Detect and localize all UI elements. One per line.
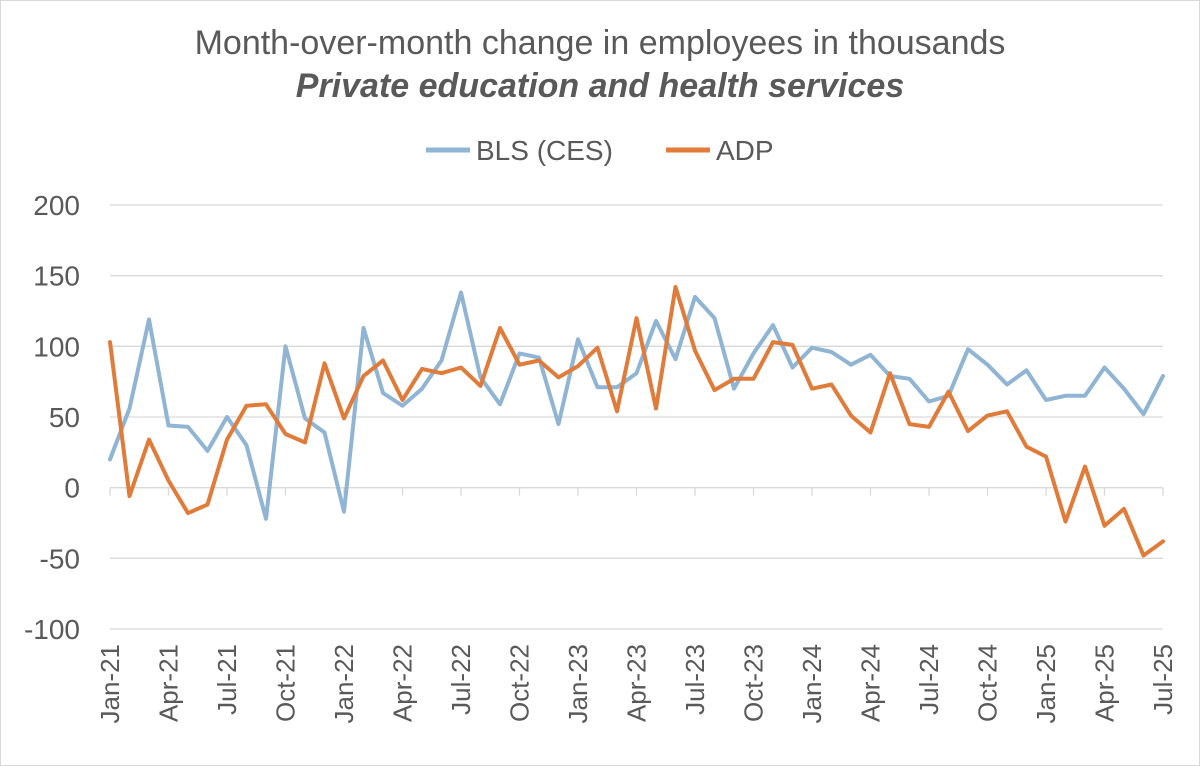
x-tick-label: Oct-24 (973, 644, 1003, 722)
x-tick-label: Oct-23 (739, 644, 769, 722)
x-tick-label: Jul-22 (446, 644, 476, 715)
x-tick-label: Jan-23 (563, 644, 593, 724)
x-axis (109, 487, 1164, 496)
chart-subtitle: Private education and health services (296, 67, 904, 105)
series-line-adp (108, 285, 1165, 558)
x-tick-label: Apr-22 (388, 644, 418, 722)
x-tick-label: Jan-25 (1031, 644, 1061, 724)
y-axis-ticks: -100 -50 0 50 100 150 200 (24, 190, 80, 645)
gridlines (110, 204, 1163, 630)
series-line-bls (108, 290, 1165, 521)
legend: BLS (CES) ADP (426, 135, 774, 166)
x-tick-label: Apr-21 (154, 644, 184, 722)
x-tick-label: Apr-24 (856, 644, 886, 722)
x-tick-label: Jul-24 (914, 644, 944, 715)
legend-label-adp: ADP (716, 135, 774, 166)
x-tick-label: Jul-25 (1148, 644, 1178, 715)
y-tick-label: 50 (49, 402, 80, 433)
x-tick-label: Jul-21 (212, 644, 242, 715)
x-tick-label: Oct-21 (271, 644, 301, 722)
y-tick-label: 100 (33, 331, 80, 362)
y-tick-label: -50 (40, 543, 80, 574)
y-tick-label: 150 (33, 261, 80, 292)
x-tick-label: Jul-23 (680, 644, 710, 715)
chart-title: Month-over-month change in employees in … (195, 24, 1006, 62)
y-tick-label: 200 (33, 190, 80, 221)
x-tick-label: Jan-22 (329, 644, 359, 724)
x-tick-label: Oct-22 (505, 644, 535, 722)
x-axis-ticks: Jan-21 Apr-21 Jul-21 Oct-21 Jan-22 Apr-22 Jul-… (95, 644, 1178, 724)
y-tick-label: -100 (24, 614, 80, 645)
series-lines (108, 285, 1165, 558)
x-tick-label: Jan-24 (797, 644, 827, 724)
x-tick-label: Apr-25 (1090, 644, 1120, 722)
y-tick-label: 0 (64, 473, 80, 504)
x-tick-label: Jan-21 (95, 644, 125, 724)
legend-label-bls: BLS (CES) (476, 135, 613, 166)
x-tick-label: Apr-23 (622, 644, 652, 722)
